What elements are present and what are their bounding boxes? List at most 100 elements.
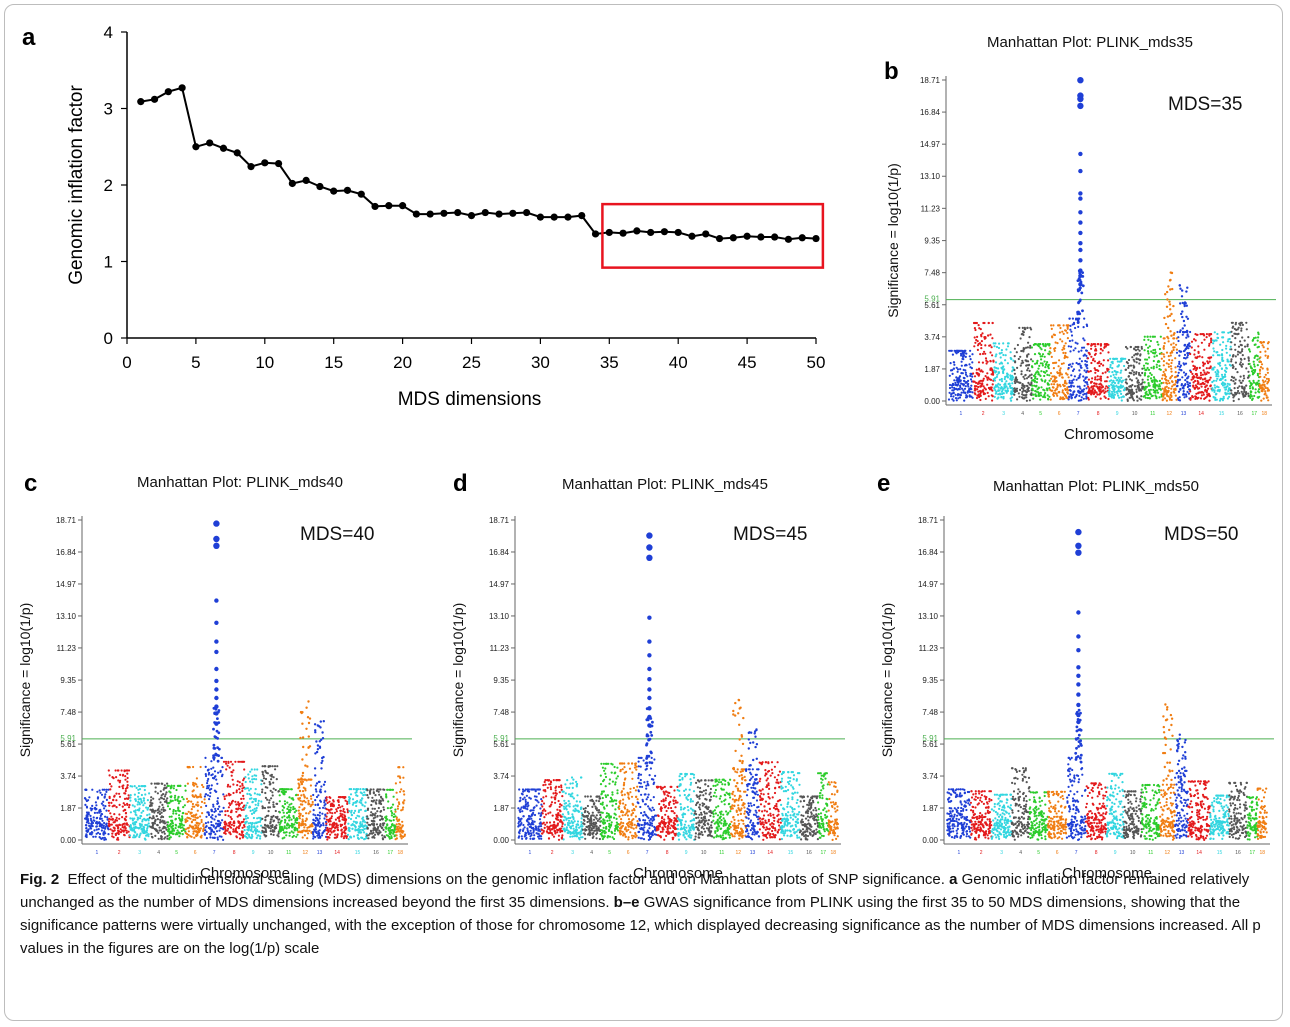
snp-point	[177, 796, 180, 799]
snp-point	[379, 818, 382, 822]
snp-point	[354, 809, 357, 812]
snp-point	[1237, 398, 1240, 401]
data-point	[219, 144, 228, 152]
snp-point	[186, 782, 189, 785]
snp-point	[360, 831, 363, 834]
snp-point	[108, 796, 111, 800]
snp-point	[1125, 393, 1128, 396]
snp-point	[194, 824, 198, 827]
snp-point	[1058, 371, 1061, 375]
snp-point	[1189, 397, 1192, 400]
snp-point	[95, 832, 98, 835]
snp-point	[250, 768, 253, 771]
snp-point	[1241, 363, 1244, 366]
snp-point	[1190, 340, 1194, 343]
snp-point	[1250, 367, 1253, 370]
snp-point	[1004, 354, 1007, 357]
snp-point	[961, 352, 964, 355]
snp-point	[217, 709, 221, 712]
snp-point	[971, 375, 974, 378]
snp-point	[115, 799, 118, 802]
snp-point	[1238, 363, 1242, 366]
snp-point	[337, 829, 340, 832]
snp-point	[987, 334, 990, 337]
snp-point	[302, 808, 305, 811]
snp-point	[301, 818, 304, 821]
snp-point	[1053, 383, 1056, 386]
snp-point	[237, 827, 240, 830]
snp-point	[1070, 345, 1073, 348]
snp-point	[1030, 376, 1033, 380]
snp-point	[317, 822, 320, 825]
snp-point	[229, 785, 232, 788]
snp-point	[1036, 370, 1039, 373]
snp-point	[214, 775, 217, 778]
snp-point	[360, 802, 363, 805]
snp-point	[1181, 289, 1184, 292]
snp-point	[1137, 379, 1140, 382]
snp-point	[1185, 345, 1188, 348]
snp-point	[1212, 379, 1215, 382]
snp-point	[1247, 359, 1250, 362]
snp-point	[962, 368, 965, 371]
snp-point	[232, 791, 235, 795]
snp-point	[1245, 393, 1248, 396]
snp-point	[1162, 360, 1165, 363]
snp-point	[336, 799, 339, 802]
snp-point	[1227, 338, 1230, 341]
snp-point	[1101, 349, 1104, 352]
snp-point	[151, 836, 154, 839]
snp-point	[244, 822, 247, 825]
snp-point	[260, 783, 263, 786]
snp-point	[1144, 385, 1147, 388]
snp-point	[87, 822, 90, 825]
snp-point	[1264, 390, 1267, 393]
snp-point	[257, 802, 260, 805]
snp-point	[1179, 350, 1182, 353]
snp-point	[997, 382, 1000, 385]
snp-point	[1058, 369, 1061, 372]
snp-point	[235, 789, 238, 792]
snp-point	[307, 826, 310, 829]
snp-point	[1002, 371, 1005, 375]
snp-point	[1144, 358, 1147, 361]
snp-point	[225, 768, 228, 771]
snp-point	[1222, 336, 1225, 339]
snp-point	[962, 376, 965, 379]
snp-point	[1191, 396, 1194, 399]
snp-point	[1238, 351, 1241, 354]
snp-point	[94, 835, 97, 838]
snp-point	[167, 827, 170, 830]
snp-point	[238, 781, 241, 784]
snp-point	[966, 375, 969, 378]
snp-point	[264, 786, 267, 789]
snp-point	[1183, 356, 1186, 360]
snp-point	[362, 819, 365, 822]
snp-point	[163, 784, 166, 787]
snp-point	[320, 785, 323, 788]
snp-point	[255, 836, 258, 839]
snp-point	[93, 807, 96, 810]
snp-point	[995, 390, 998, 393]
snp-point	[1030, 392, 1033, 395]
snp-point	[1225, 367, 1228, 370]
snp-point	[305, 812, 308, 815]
peak-point	[214, 687, 219, 692]
snp-point	[298, 806, 301, 809]
peak-point	[213, 542, 220, 549]
snp-point	[1264, 386, 1267, 389]
snp-point	[1150, 366, 1153, 369]
snp-point	[90, 833, 93, 836]
snp-point	[1171, 385, 1174, 388]
snp-point	[129, 794, 132, 797]
snp-point	[976, 335, 979, 338]
snp-point	[216, 797, 219, 800]
snp-point	[1153, 382, 1156, 385]
snp-point	[1238, 392, 1241, 395]
snp-point	[1093, 367, 1096, 370]
snp-point	[1102, 359, 1105, 362]
snp-point	[1053, 349, 1056, 352]
snp-point	[1205, 391, 1208, 394]
snp-point	[1094, 368, 1097, 372]
snp-point	[1034, 389, 1037, 393]
